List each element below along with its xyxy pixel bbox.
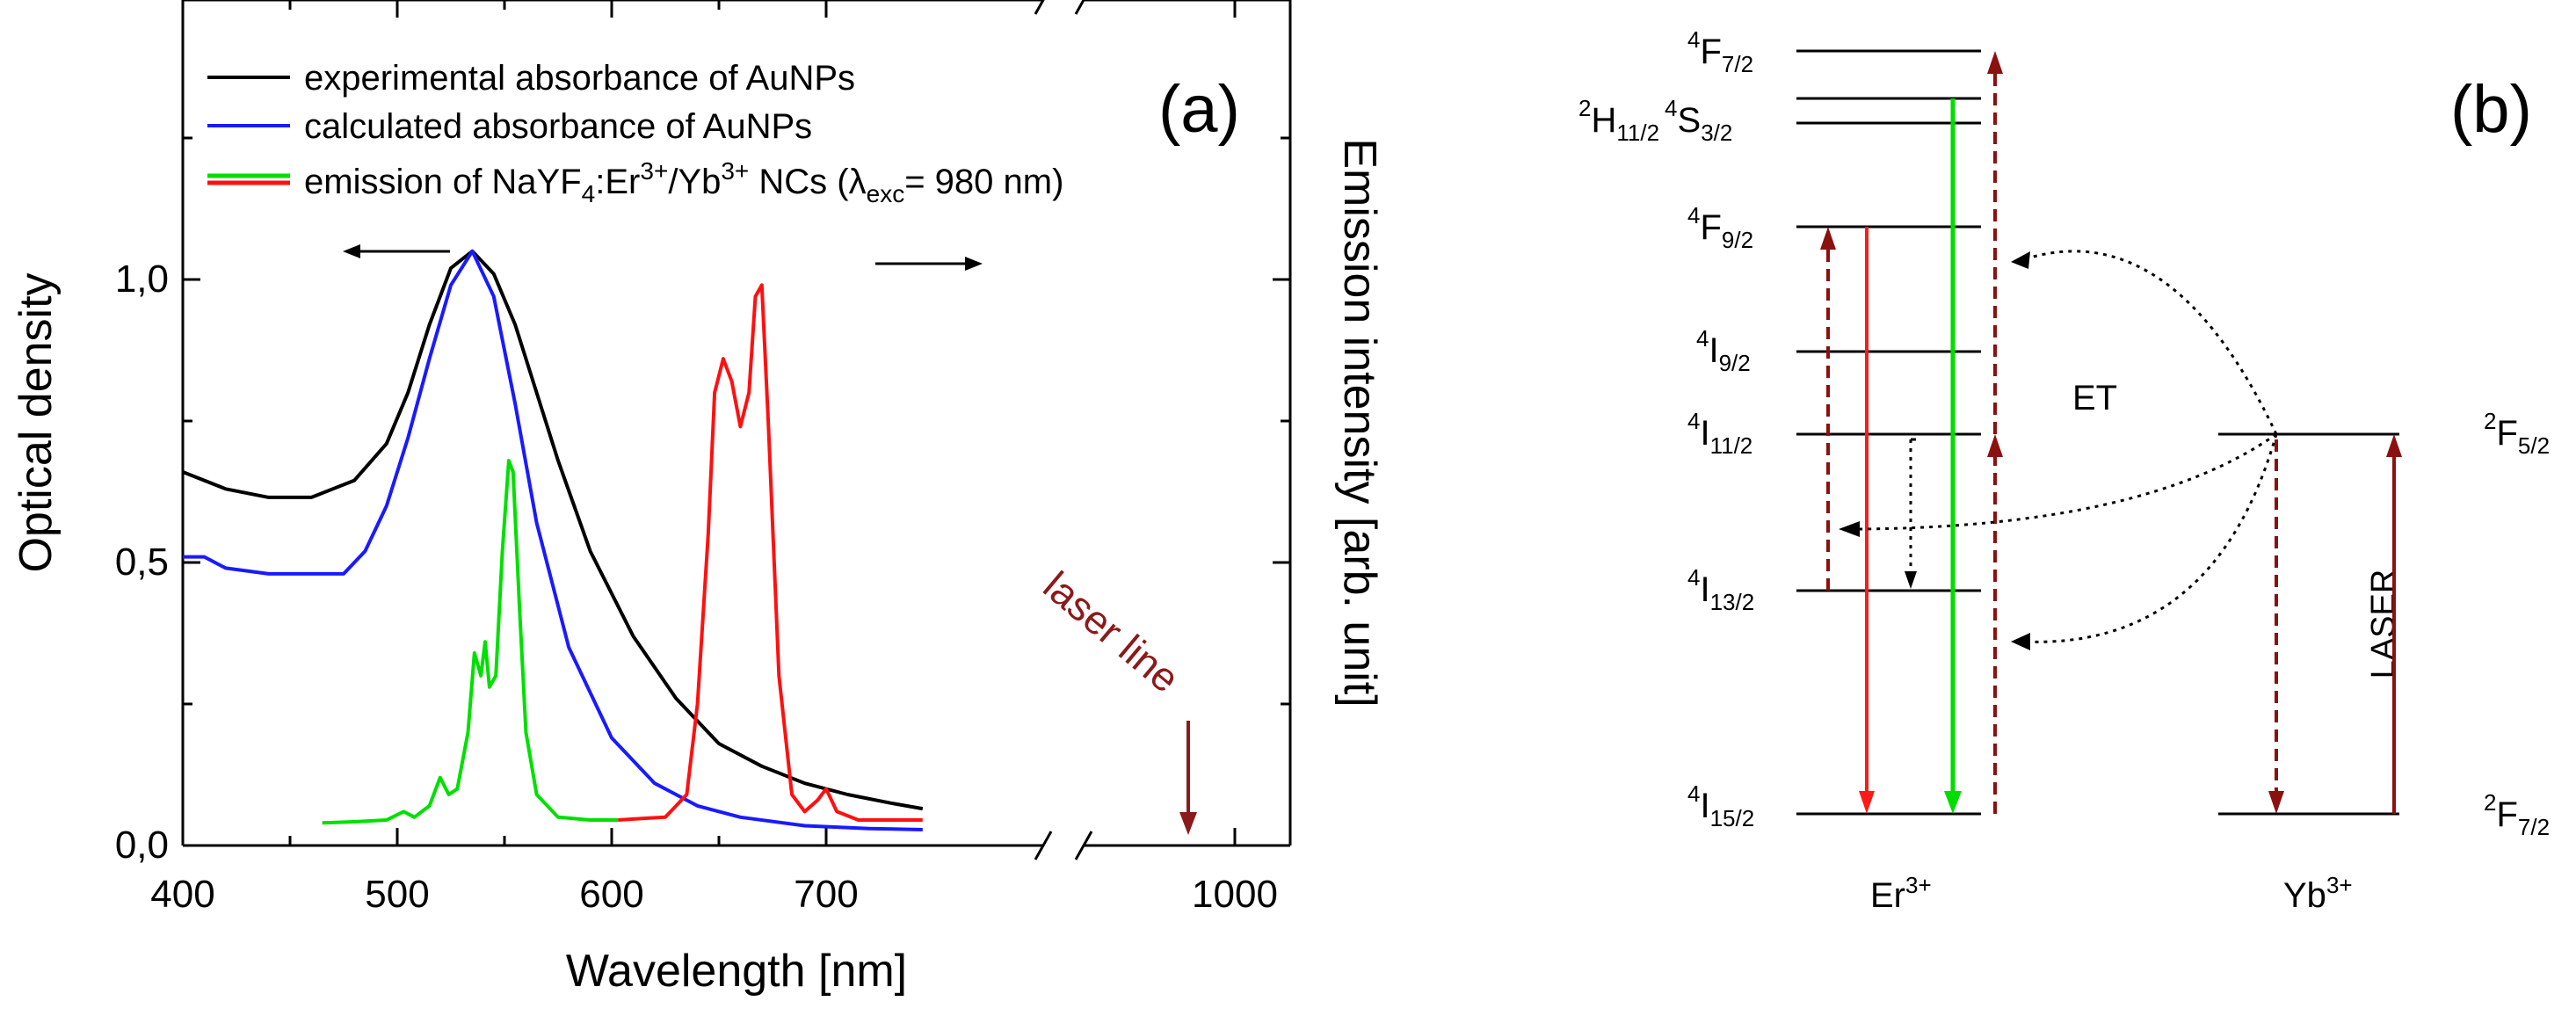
series-line-1 (183, 249, 923, 831)
panel-a: 400 500 600 700 1000 0,0 0,5 1,0 Wavelen… (11, 0, 1385, 997)
x-tick-label: 500 (365, 873, 429, 916)
relaxation-arrowhead (1905, 571, 1917, 589)
transition-arrows (1820, 51, 2402, 814)
label-2F72: 2F7/2 (2484, 789, 2550, 840)
series-line-0 (182, 249, 924, 811)
panel-label-b: (b) (2450, 72, 2532, 147)
panel-label-a: (a) (1158, 72, 1240, 147)
et-curve-4I132 (2021, 433, 2278, 643)
series-line-3 (618, 283, 923, 822)
red-emission-arrowhead (1859, 791, 1875, 814)
label-2F52: 2F5/2 (2484, 408, 2550, 459)
er-ion-label: Er3+ (1870, 872, 1932, 915)
x-tick-labels: 400 500 600 700 1000 (150, 873, 1278, 916)
panel-b: (b) 4F7/2 2H11/24S3/2 4F9/2 4I9/2 4I11/2… (1578, 26, 2550, 915)
yb-ion-label: Yb3+ (2283, 872, 2353, 915)
label-2H112-4S32: 2H11/24S3/2 (1578, 95, 1732, 146)
label-4I152: 4I15/2 (1687, 780, 1754, 831)
x-axis-label: Wavelength [nm] (566, 946, 907, 997)
dashed-arrowhead (1987, 51, 2003, 74)
label-4F72: 4F7/2 (1687, 26, 1753, 77)
x-tick-label: 400 (150, 873, 214, 916)
x-tick-label: 1000 (1192, 873, 1278, 916)
yb-level-labels: 2F5/2 2F7/2 (2484, 408, 2550, 840)
et-curve-4I112 (1855, 432, 2277, 531)
y-axis-label-left: Optical density (11, 272, 62, 572)
er-level-labels: 4F7/2 2H11/24S3/2 4F9/2 4I9/2 4I11/2 4I1… (1578, 26, 1754, 831)
x-tick-label: 600 (579, 873, 643, 916)
legend-label-emission: emission of NaYF4:Er3+/Yb3+ NCs (λexc= 9… (304, 157, 1063, 207)
y-tick-labels: 0,0 0,5 1,0 (115, 258, 169, 867)
yb-levels (2218, 432, 2399, 816)
et-arrowhead (1839, 521, 1860, 537)
yb-laser-arrowhead (2386, 434, 2402, 457)
y-tick-label: 1,0 (115, 258, 169, 301)
axis-break-mark (1034, 0, 1045, 15)
dashed-arrowhead (1820, 227, 1836, 250)
yb-relaxation-arrowhead (2268, 791, 2284, 814)
et-label: ET (2072, 379, 2117, 417)
axis-direction-arrows (343, 244, 983, 271)
legend-label-calculated: calculated absorbance of AuNPs (304, 107, 812, 146)
green-emission-arrowhead (1944, 791, 1962, 814)
et-arrowhead (2011, 633, 2030, 650)
et-curve-4F92 (2021, 250, 2278, 435)
series-group (182, 249, 924, 831)
axis-break-mark (1074, 831, 1093, 860)
laser-line-label: laser line (1035, 562, 1188, 701)
y-tick-label: 0,5 (115, 541, 169, 584)
y-tick-label: 0,0 (115, 824, 169, 867)
x-tick-label: 700 (794, 873, 858, 916)
left-arrow-head (343, 244, 360, 258)
axis-break-mark (1034, 831, 1053, 860)
dashed-arrowhead (1987, 434, 2003, 457)
right-arrow-head (965, 257, 983, 271)
label-4I132: 4I13/2 (1687, 564, 1754, 615)
et-arrowhead (2011, 251, 2030, 269)
legend: experimental absorbance of AuNPs calcula… (207, 59, 1063, 207)
legend-label-experimental: experimental absorbance of AuNPs (304, 59, 855, 98)
axis-break-mark (1074, 0, 1085, 15)
series-line-2 (322, 459, 619, 825)
label-4I112: 4I11/2 (1687, 408, 1752, 459)
label-4F92: 4F9/2 (1687, 202, 1753, 253)
label-4I92: 4I9/2 (1696, 325, 1751, 376)
y-axis-label-right: Emission intensity [arb. unit] (1334, 138, 1385, 707)
laser-line-arrow (1179, 721, 1197, 835)
tick-group (181, 0, 1290, 847)
laser-label: LASER (2365, 570, 2402, 679)
laser-arrow-head (1179, 812, 1197, 835)
